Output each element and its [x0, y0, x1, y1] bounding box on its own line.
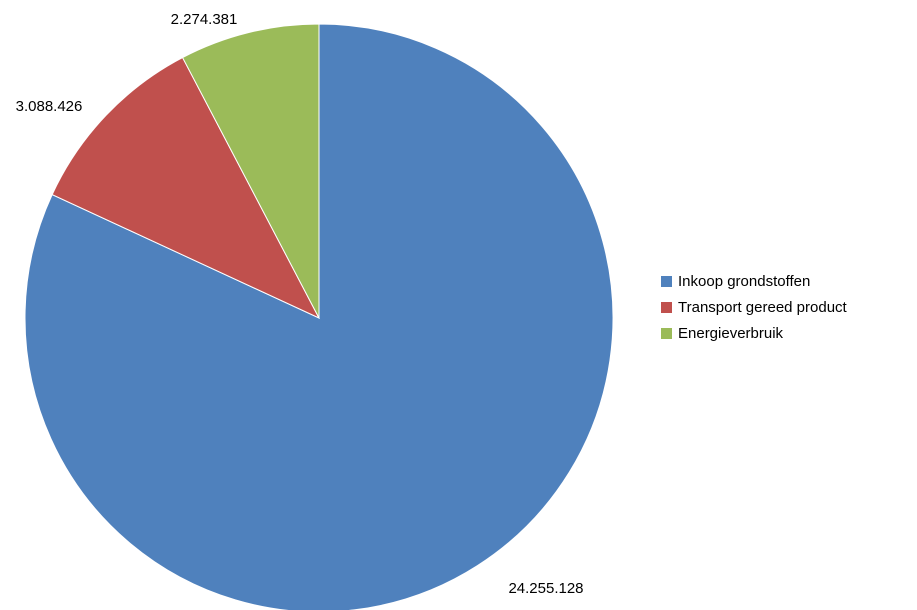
legend-label: Inkoop grondstoffen [678, 272, 811, 290]
data-label-transport-gereed-product: 3.088.426 [16, 98, 83, 115]
legend-item-energieverbruik: Energieverbruik [661, 320, 847, 346]
legend-swatch [661, 327, 672, 339]
legend: Inkoop grondstoffen Transport gereed pro… [661, 268, 847, 346]
pie-slices [24, 23, 614, 610]
data-label-inkoop-grondstoffen: 24.255.128 [508, 580, 583, 597]
slice-transport-gereed-product [51, 56, 321, 320]
data-labels: 24.255.128 3.088.426 2.274.381 [16, 11, 584, 597]
data-label-energieverbruik: 2.274.381 [171, 11, 238, 28]
legend-item-inkoop-grondstoffen: Inkoop grondstoffen [661, 268, 847, 294]
legend-label: Transport gereed product [678, 298, 847, 316]
slice-energieverbruik [181, 23, 320, 319]
legend-item-transport-gereed-product: Transport gereed product [661, 294, 847, 320]
legend-swatch [661, 275, 672, 287]
legend-label: Energieverbruik [678, 324, 784, 342]
slice-inkoop-grondstoffen [24, 23, 614, 610]
legend-swatch [661, 301, 672, 313]
